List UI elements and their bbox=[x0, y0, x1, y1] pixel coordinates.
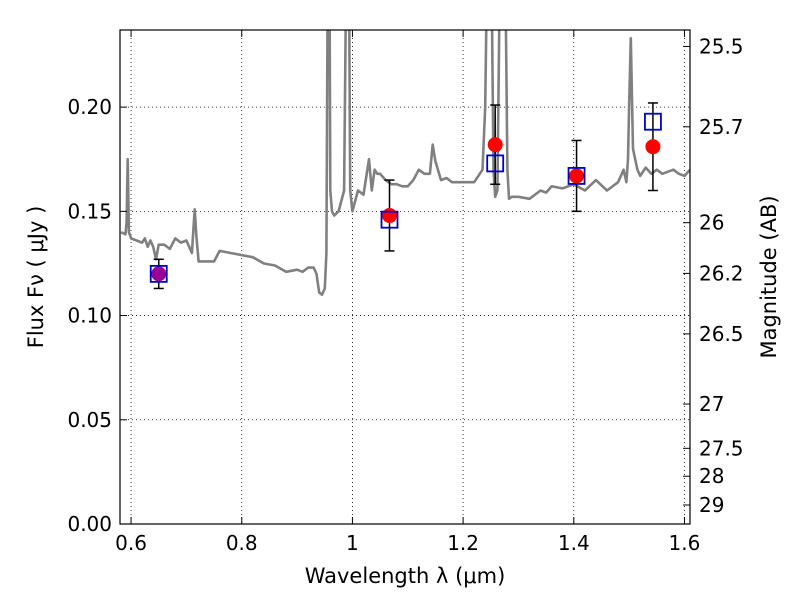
observed-point bbox=[487, 137, 503, 153]
y-axis-title: Flux Fν ( μJy ) bbox=[24, 206, 48, 349]
mag-tick-label: 26.2 bbox=[699, 261, 744, 285]
mag-tick-label: 27 bbox=[699, 392, 724, 416]
mag-tick-label: 29 bbox=[699, 493, 724, 517]
model-photometry-square bbox=[644, 112, 662, 131]
observed-point bbox=[151, 266, 167, 282]
ticks: 0.6 0.8 1 1.2 1.4 1.6 0.00 0.05 0.10 0.15 0.20 25.5… bbox=[67, 30, 744, 555]
observed-point bbox=[645, 139, 661, 155]
model-photometry-square bbox=[567, 167, 586, 185]
y2-axis-title: Magnitude (AB) bbox=[757, 195, 781, 358]
y-tick-label: 0.20 bbox=[67, 95, 112, 119]
x-tick-label: 0.6 bbox=[115, 531, 147, 555]
y-tick-label: 0.10 bbox=[67, 304, 112, 328]
marker-layer bbox=[149, 102, 662, 290]
plot-area-background bbox=[120, 30, 690, 524]
x-axis-title: Wavelength λ (μm) bbox=[305, 564, 506, 588]
observed-point bbox=[569, 168, 585, 184]
mag-tick-label: 27.5 bbox=[699, 436, 744, 460]
mag-tick-label: 28 bbox=[699, 464, 724, 488]
x-tick-label: 0.8 bbox=[226, 531, 258, 555]
observed-point bbox=[382, 208, 398, 224]
x-tick-label: 1.2 bbox=[447, 531, 479, 555]
y-tick-label: 0.05 bbox=[67, 408, 112, 432]
model-photometry-square bbox=[380, 210, 399, 229]
mag-tick-label: 25.5 bbox=[699, 34, 744, 58]
x-tick-label: 1 bbox=[346, 531, 359, 555]
x-tick-label: 1.4 bbox=[558, 531, 590, 555]
model-photometry-square bbox=[486, 154, 505, 173]
y-tick-label: 0.15 bbox=[67, 199, 112, 223]
x-tick-label: 1.6 bbox=[669, 531, 701, 555]
mag-tick-label: 25.7 bbox=[699, 115, 744, 139]
mag-tick-label: 26 bbox=[699, 211, 724, 235]
data-layer bbox=[120, 30, 690, 297]
y-tick-label: 0.00 bbox=[67, 512, 112, 536]
model-photometry-square bbox=[149, 264, 168, 283]
plot-frame bbox=[119, 29, 691, 525]
mag-tick-label: 26.5 bbox=[699, 322, 744, 346]
model-spectrum-line bbox=[120, 30, 690, 297]
